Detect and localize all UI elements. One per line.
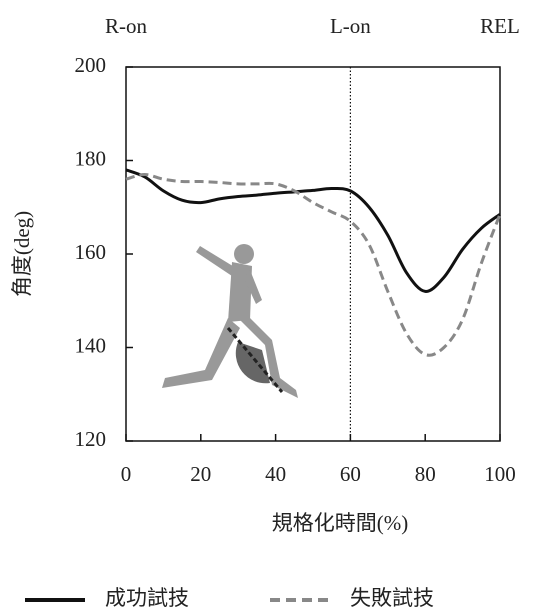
x-tick-label: 40: [265, 462, 286, 486]
phase-label: R-on: [105, 14, 148, 38]
phase-label: L-on: [330, 14, 371, 38]
y-tick-label: 200: [75, 53, 107, 77]
plot-frame: [125, 66, 501, 442]
y-axis-label: 角度(deg): [10, 211, 34, 297]
x-tick-label: 20: [190, 462, 211, 486]
y-tick-label: 160: [75, 240, 107, 264]
series-line: [125, 168, 501, 293]
runner-figure: [162, 244, 298, 398]
series-line: [125, 173, 502, 357]
x-tick-label: 0: [121, 462, 132, 486]
x-axis-label: 規格化時間(%): [272, 511, 408, 535]
y-tick-label: 180: [75, 146, 107, 170]
x-tick-label: 60: [340, 462, 361, 486]
y-tick-label: 140: [75, 333, 107, 357]
phase-label: REL: [480, 14, 520, 38]
x-tick-label: 100: [484, 462, 516, 486]
y-tick-label: 120: [75, 427, 107, 451]
legend-label: 失敗試技: [350, 586, 434, 610]
legend-label: 成功試技: [105, 586, 189, 610]
x-tick-label: 80: [415, 462, 436, 486]
